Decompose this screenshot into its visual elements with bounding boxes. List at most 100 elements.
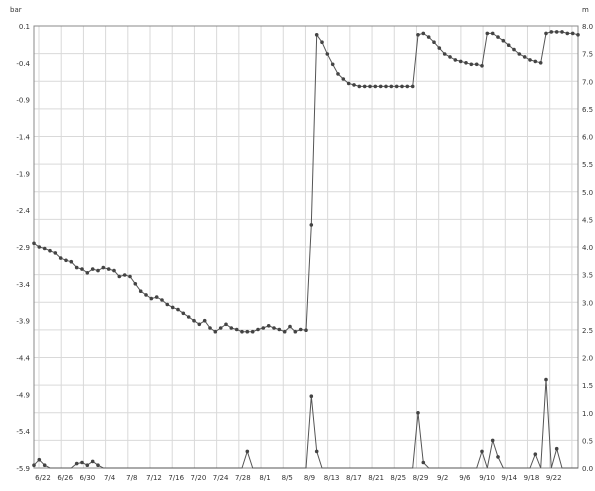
x-tick-label: 7/8 [126,474,137,482]
left-axis-series-point [261,326,266,330]
left-axis-series-point [53,251,58,255]
right-axis-series-point [85,463,90,468]
x-tick-label: 8/9 [304,474,315,482]
left-tick-label: 0.1 [19,23,30,31]
x-tick-label: 8/25 [390,474,406,482]
left-axis-series-point [42,246,47,251]
x-tick-label: 7/28 [235,474,251,482]
left-axis-series-point [496,35,500,39]
left-axis-series-point [421,31,426,36]
left-axis-series-point [352,83,356,87]
x-tick-label: 9/6 [459,474,471,482]
right-tick-label: 0.0 [582,465,593,473]
left-tick-label: -4.9 [16,391,30,399]
left-axis-series-point [458,59,463,64]
series-layer [32,30,580,469]
x-tick-label: 8/29 [413,474,429,482]
right-tick-label: 7.0 [582,78,593,86]
left-axis-series-point [464,61,468,65]
right-axis-series-point [496,455,500,459]
left-axis-series-point [176,307,180,312]
left-axis-series-point [128,274,132,279]
left-axis-series-point [304,328,308,333]
left-axis-series-point [234,327,239,332]
x-tick-label: 8/1 [259,474,270,482]
left-axis-series-point [474,62,479,67]
left-tick-label: -1.4 [16,134,30,142]
left-axis-series-point [85,271,90,275]
left-axis-series-point [330,62,335,67]
left-axis-series-point [549,30,554,34]
left-axis-series-point [522,55,527,59]
left-axis-series-point [309,223,314,227]
x-tick-label: 7/20 [191,474,207,482]
right-axis-series-point [32,463,36,468]
left-axis-series-point [442,52,447,56]
left-axis-series-point [202,318,207,323]
left-tick-label: -0.9 [16,97,30,105]
left-axis-series-point [277,327,282,332]
left-axis-series-point [74,265,79,270]
left-tick-label: -5.4 [16,428,30,436]
left-axis-series-point [378,84,383,89]
left-axis-series-point [229,326,234,330]
left-axis-series-point [138,289,143,294]
labels: 0.1 -0.4 -0.9 -1.4 -1.9 -2.4 -2.9 -3.4 -3.9 -4.4 -… [10,6,593,482]
right-axis-series-point [245,449,250,454]
left-axis-series-point [570,31,575,36]
left-axis-series-point [416,33,420,37]
right-tick-label: 8.0 [582,23,593,31]
left-axis-series-point [298,327,303,332]
left-axis-series-point [240,329,244,334]
left-axis-series-point [426,35,431,39]
left-axis-series-point [480,64,484,68]
grid [34,25,578,469]
left-axis-series-point [410,84,415,89]
left-axis-series-point [112,268,116,273]
left-axis-series-point [437,46,442,50]
left-axis-series-point [389,84,394,89]
x-tick-label: 8/5 [282,474,293,482]
right-tick-label: 6.5 [582,106,593,114]
left-axis-series-point [373,84,378,89]
right-tick-label: 2.5 [582,327,593,335]
left-axis-series-point [544,31,548,36]
right-tick-label: 1.0 [582,410,593,418]
left-axis-series-point [272,326,276,330]
left-axis-series-point [485,31,490,36]
x-tick-label: 6/22 [35,474,51,482]
right-axis-series-point [480,449,484,454]
left-axis-series-point [48,248,52,253]
right-unit-label: m [582,6,589,14]
right-tick-label: 5.0 [582,189,593,197]
right-tick-label: 5.5 [582,161,593,169]
left-axis-series-point [560,30,564,34]
x-tick-label: 7/24 [213,474,229,482]
left-axis-series-point [186,315,191,319]
left-axis-series-point [149,296,154,301]
right-axis-series-point [42,463,47,468]
right-tick-label: 1.5 [582,382,593,390]
left-axis-series-point [506,43,511,47]
right-axis-series-point [80,460,84,465]
left-axis-series-point [106,267,111,271]
left-axis-series-point [154,295,159,299]
left-axis-series-point [64,258,68,263]
right-axis-series-point [74,461,79,466]
right-tick-label: 3.5 [582,272,593,280]
left-axis-series-point [250,329,255,334]
right-axis-series-point [554,446,559,451]
left-axis-series-point [512,47,516,52]
left-axis-series-point [400,84,404,89]
left-axis-series-point [96,268,100,273]
left-axis-series-point [314,33,319,37]
left-axis-series-point [533,59,538,64]
x-tick-label: 9/2 [437,474,448,482]
left-tick-label: -5.9 [16,465,30,473]
left-axis-series-point [565,31,570,36]
left-axis-series-point [144,293,148,297]
left-axis-series-point [32,241,36,246]
left-axis-series-point [160,298,164,302]
x-tick-label: 8/17 [346,474,362,482]
